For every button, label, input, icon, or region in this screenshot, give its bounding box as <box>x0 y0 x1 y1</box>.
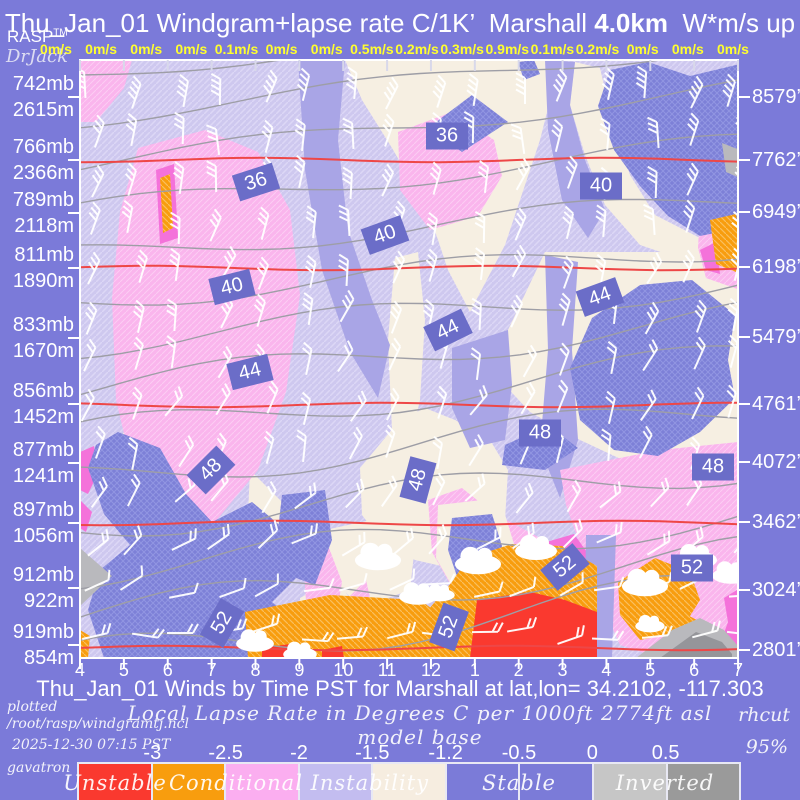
colorbar-segment <box>79 764 153 800</box>
wstar-value: 0m/s <box>626 41 659 57</box>
wstar-value: 0.2m/s <box>395 41 439 57</box>
legend-category-label: Stable <box>482 771 556 795</box>
colorbar-segment <box>152 764 227 800</box>
hour-label: 4 <box>601 660 612 680</box>
hour-label: 5 <box>645 660 656 680</box>
hour-label: 7 <box>206 660 217 680</box>
wstar-value: 0.1m/s <box>214 41 259 57</box>
hour-label: 4 <box>74 660 86 680</box>
colorbar-segment <box>667 764 740 800</box>
isotherm-value-box: 52 <box>671 554 713 582</box>
legend-tick-label: -1.2 <box>428 742 463 764</box>
legend-tick-label: -0.5 <box>501 742 537 764</box>
hour-label: 7 <box>733 660 744 680</box>
wind-barbs <box>80 65 738 645</box>
legend-category-label: Inverted <box>615 771 715 795</box>
altitude-label: 7762’ <box>752 149 800 171</box>
level-lines <box>80 156 738 652</box>
hour-label: 10 <box>333 660 354 680</box>
wstar-value: 0.9m/s <box>485 41 530 57</box>
altitude-label: 5479’ <box>752 326 800 348</box>
isotherm-value-box: 48 <box>519 419 561 447</box>
isotherm-value-box: 40 <box>580 172 622 200</box>
legend-tick-label: -2 <box>290 742 308 764</box>
wstar-value: 0m/s <box>175 41 208 57</box>
wstar-value: 0.5m/s <box>350 41 394 57</box>
colorbar-segment <box>593 764 668 800</box>
rhcut-value: 95% <box>745 736 788 758</box>
hour-label: 1 <box>469 660 480 680</box>
pressure-level-label: 877mb 1241m <box>12 439 74 487</box>
pressure-level-label: 856mb 1452m <box>12 380 74 428</box>
colorbar-segment <box>446 764 521 800</box>
lapse-rate-colorbar <box>77 762 741 800</box>
wstar-value: 0.1m/s <box>530 41 575 57</box>
altitude-label: 8579’ <box>752 86 800 108</box>
altitude-label: 6198’ <box>752 256 800 278</box>
altitude-label: 3462’ <box>752 511 800 533</box>
hour-label: 6 <box>689 660 700 680</box>
wstar-value: 0m/s <box>130 41 163 57</box>
isotherm-value-box: 36 <box>426 122 468 150</box>
rasp-logo: RASPTM <box>7 27 68 46</box>
rhcut-label: rhcut <box>738 704 790 726</box>
field-shapes <box>80 60 738 658</box>
altitude-label: 2801’ <box>752 639 800 661</box>
legend-title: Local Lapse Rate in Degrees C per 1000ft… <box>127 701 713 749</box>
wstar-value: 0.3m/s <box>440 41 484 57</box>
wstar-value: 0m/s <box>671 41 704 57</box>
pressure-level-label: 833mb 1670m <box>12 314 74 362</box>
hour-label: 8 <box>250 660 261 680</box>
wstar-value: 0m/s <box>265 41 298 57</box>
legend-tick-label: 0.5 <box>651 742 680 764</box>
page-title: Thu_Jan_01 Windgram+lapse rate C/1K’ Mar… <box>4 8 796 38</box>
altitude-label: 4761’ <box>752 393 800 415</box>
legend-category-label: Unstable <box>63 771 167 795</box>
wstar-value: 0.2m/s <box>575 41 620 57</box>
altitude-label: 6949’ <box>752 201 800 223</box>
pressure-level-label: 789mb 2118m <box>12 189 74 237</box>
legend-category-label: Conditional Instability <box>168 771 430 795</box>
hour-label: 12 <box>420 660 441 680</box>
pressure-level-label: 912mb 922m <box>12 564 74 612</box>
altitude-label: 3024’ <box>752 579 800 601</box>
hour-label: 2 <box>513 660 524 680</box>
hour-label: 6 <box>162 660 173 680</box>
hour-label: 11 <box>377 660 397 680</box>
pressure-level-label: 766mb 2366m <box>12 136 74 184</box>
pressure-level-label: 919mb 854m <box>12 621 74 669</box>
hour-label: 3 <box>557 660 568 680</box>
colorbar-segment <box>299 764 374 800</box>
altitude-label: 4072’ <box>752 451 800 473</box>
wstar-value: 0m/s <box>40 41 72 57</box>
timestamp: 2025-12-30 07:15 PST <box>12 737 171 753</box>
legend-tick-label: -3 <box>143 742 162 764</box>
drjack-byline: DrJack <box>6 46 68 67</box>
x-axis-caption: Thu_Jan_01 Winds by Time PST for Marshal… <box>36 676 764 701</box>
legend-tick-label: -1.5 <box>355 742 390 764</box>
wstar-value: 0m/s <box>310 41 343 57</box>
legend-tick-label: -2.5 <box>208 742 243 764</box>
plot-frame <box>68 59 750 669</box>
hour-label: 9 <box>294 660 305 680</box>
pressure-level-label: 897mb 1056m <box>12 499 74 547</box>
hour-label: 5 <box>118 660 129 680</box>
wstar-value: 0m/s <box>716 41 749 57</box>
pressure-level-label: 742mb 2615m <box>12 73 74 121</box>
user-label: gavatron <box>7 760 71 776</box>
plotted-label: plotted <box>7 699 58 715</box>
script-path: /root/rasp/windgramtj.ncl <box>7 716 189 732</box>
wstar-value: 0m/s <box>85 41 118 57</box>
pressure-level-label: 811mb 1890m <box>12 244 74 292</box>
colorbar-segment <box>373 764 447 800</box>
colorbar-segment <box>520 764 594 800</box>
colorbar-segment <box>226 764 300 800</box>
isotherm-value-box: 48 <box>692 453 734 481</box>
legend-tick-label: 0 <box>586 742 598 764</box>
